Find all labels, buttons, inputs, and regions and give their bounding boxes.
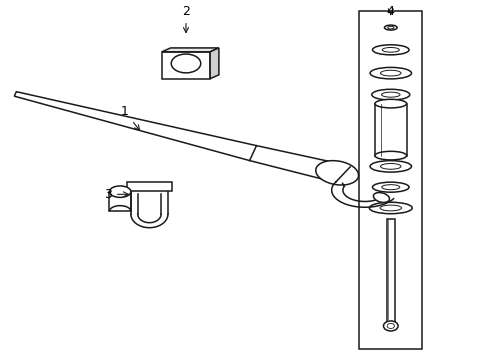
Polygon shape — [386, 219, 394, 325]
Ellipse shape — [109, 186, 131, 197]
Text: 1: 1 — [121, 105, 139, 130]
Ellipse shape — [371, 89, 409, 100]
Ellipse shape — [382, 48, 399, 52]
Ellipse shape — [387, 26, 393, 29]
Polygon shape — [162, 52, 210, 79]
Ellipse shape — [386, 323, 394, 328]
Ellipse shape — [374, 151, 406, 160]
Text: 3: 3 — [104, 188, 128, 201]
Ellipse shape — [383, 321, 397, 331]
Ellipse shape — [381, 92, 399, 97]
Polygon shape — [14, 92, 256, 161]
Ellipse shape — [315, 161, 358, 185]
Ellipse shape — [372, 45, 408, 55]
Ellipse shape — [380, 163, 400, 169]
Polygon shape — [210, 48, 219, 79]
Ellipse shape — [379, 205, 401, 211]
Text: 2: 2 — [182, 5, 189, 32]
Ellipse shape — [372, 182, 408, 192]
Ellipse shape — [368, 202, 411, 214]
Polygon shape — [358, 12, 422, 348]
Ellipse shape — [171, 54, 201, 73]
Ellipse shape — [374, 99, 406, 108]
Ellipse shape — [380, 70, 400, 76]
Ellipse shape — [373, 193, 388, 202]
Polygon shape — [374, 104, 406, 156]
Polygon shape — [162, 48, 219, 52]
Ellipse shape — [369, 67, 411, 79]
Ellipse shape — [381, 185, 399, 190]
Polygon shape — [127, 182, 171, 191]
Polygon shape — [109, 192, 131, 211]
Ellipse shape — [369, 161, 411, 172]
Text: 4: 4 — [386, 5, 394, 18]
Ellipse shape — [384, 25, 396, 30]
